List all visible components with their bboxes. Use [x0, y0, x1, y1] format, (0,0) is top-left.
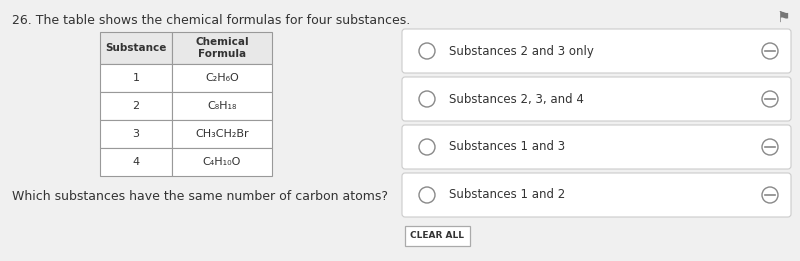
Text: 4: 4 — [133, 157, 139, 167]
Text: Substances 2, 3, and 4: Substances 2, 3, and 4 — [449, 92, 584, 105]
Text: Substance: Substance — [106, 43, 166, 53]
Text: ⚑: ⚑ — [776, 10, 790, 25]
Text: 1: 1 — [133, 73, 139, 83]
Ellipse shape — [419, 43, 435, 59]
FancyBboxPatch shape — [172, 64, 272, 92]
FancyBboxPatch shape — [100, 148, 172, 176]
Text: 2: 2 — [133, 101, 139, 111]
Ellipse shape — [419, 91, 435, 107]
FancyBboxPatch shape — [100, 64, 172, 92]
Ellipse shape — [419, 187, 435, 203]
FancyBboxPatch shape — [402, 173, 791, 217]
Text: C₈H₁₈: C₈H₁₈ — [207, 101, 237, 111]
Text: CH₃CH₂Br: CH₃CH₂Br — [195, 129, 249, 139]
Text: 26. The table shows the chemical formulas for four substances.: 26. The table shows the chemical formula… — [12, 14, 410, 27]
FancyBboxPatch shape — [172, 148, 272, 176]
FancyBboxPatch shape — [100, 92, 172, 120]
Text: CLEAR ALL: CLEAR ALL — [410, 232, 465, 240]
FancyBboxPatch shape — [100, 32, 172, 64]
FancyBboxPatch shape — [172, 32, 272, 64]
Text: Which substances have the same number of carbon atoms?: Which substances have the same number of… — [12, 190, 388, 203]
FancyBboxPatch shape — [172, 92, 272, 120]
Text: C₂H₆O: C₂H₆O — [205, 73, 239, 83]
FancyBboxPatch shape — [402, 125, 791, 169]
Ellipse shape — [762, 91, 778, 107]
Ellipse shape — [762, 139, 778, 155]
Ellipse shape — [762, 43, 778, 59]
FancyBboxPatch shape — [172, 120, 272, 148]
FancyBboxPatch shape — [402, 29, 791, 73]
Text: C₄H₁₀O: C₄H₁₀O — [203, 157, 241, 167]
FancyBboxPatch shape — [405, 226, 470, 246]
FancyBboxPatch shape — [402, 77, 791, 121]
Ellipse shape — [762, 187, 778, 203]
Text: Substances 2 and 3 only: Substances 2 and 3 only — [449, 44, 594, 57]
Text: 3: 3 — [133, 129, 139, 139]
FancyBboxPatch shape — [100, 120, 172, 148]
Text: Substances 1 and 3: Substances 1 and 3 — [449, 140, 565, 153]
Ellipse shape — [419, 139, 435, 155]
Text: Substances 1 and 2: Substances 1 and 2 — [449, 188, 566, 201]
Text: Chemical
Formula: Chemical Formula — [195, 37, 249, 59]
